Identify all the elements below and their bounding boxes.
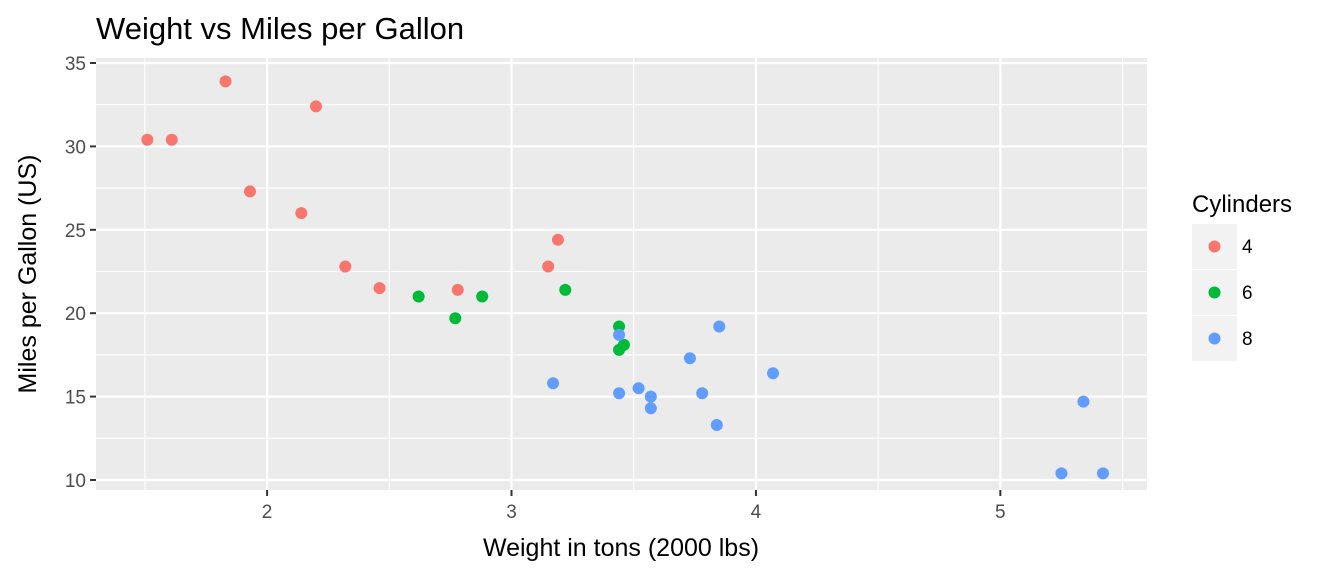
x-tick-label: 2 — [262, 502, 273, 523]
y-tick-label: 15 — [65, 388, 86, 409]
data-point-cyl-8 — [767, 367, 780, 380]
data-point-cyl-4 — [295, 207, 308, 220]
legend-key-swatch — [1208, 240, 1221, 253]
data-point-cyl-6 — [559, 283, 572, 296]
legend-label: 6 — [1242, 283, 1253, 304]
data-point-cyl-6 — [617, 338, 630, 351]
legend: Cylinders 4 6 8 — [1192, 191, 1292, 361]
y-axis-title: Miles per Gallon (US) — [14, 155, 42, 394]
data-point-cyl-8 — [644, 390, 657, 403]
data-point-cyl-4 — [373, 282, 386, 295]
data-point-cyl-6 — [476, 290, 489, 303]
x-tick-label: 3 — [506, 502, 517, 523]
y-tick-label: 25 — [65, 221, 86, 242]
data-point-cyl-8 — [713, 320, 726, 333]
data-point-cyl-8 — [1077, 395, 1090, 408]
legend-key-swatch — [1208, 286, 1221, 299]
legend-items: 4 6 8 — [1192, 224, 1253, 361]
data-point-cyl-8 — [613, 387, 626, 400]
data-point-cyl-4 — [219, 75, 232, 88]
data-point-cyl-4 — [542, 260, 555, 273]
data-point-cyl-8 — [1097, 467, 1110, 480]
data-point-cyl-8 — [644, 402, 657, 415]
legend-title: Cylinders — [1192, 191, 1292, 218]
data-point-cyl-4 — [309, 100, 322, 113]
x-axis: 2 3 4 5 — [262, 490, 1006, 523]
y-tick-label: 30 — [65, 137, 86, 158]
legend-label: 8 — [1242, 329, 1253, 350]
data-point-cyl-8 — [1055, 467, 1068, 480]
data-point-cyl-8 — [613, 328, 626, 341]
data-point-cyl-4 — [243, 185, 256, 198]
y-axis: 10 15 20 25 30 35 — [65, 54, 96, 492]
data-point-cyl-8 — [683, 352, 696, 365]
data-point-cyl-4 — [339, 260, 352, 273]
data-point-cyl-6 — [412, 290, 425, 303]
data-point-cyl-4 — [551, 233, 564, 246]
legend-label: 4 — [1242, 237, 1253, 258]
y-tick-label: 35 — [65, 54, 86, 75]
x-tick-label: 4 — [751, 502, 762, 523]
legend-key-swatch — [1208, 332, 1221, 345]
chart-title: Weight vs Miles per Gallon — [96, 11, 464, 46]
data-points — [141, 75, 1110, 480]
x-axis-title: Weight in tons (2000 lbs) — [483, 534, 759, 562]
grid-major — [96, 58, 1147, 490]
data-point-cyl-8 — [710, 418, 723, 431]
y-tick-label: 10 — [65, 471, 86, 492]
plot-panel — [96, 58, 1147, 490]
data-point-cyl-6 — [613, 320, 626, 333]
y-tick-label: 20 — [65, 304, 86, 325]
data-point-cyl-4 — [165, 133, 178, 146]
data-point-cyl-6 — [449, 312, 462, 325]
data-point-cyl-4 — [451, 283, 464, 296]
data-point-cyl-8 — [696, 387, 709, 400]
data-point-cyl-8 — [547, 377, 560, 390]
data-point-cyl-8 — [632, 382, 645, 395]
x-tick-label: 5 — [995, 502, 1006, 523]
data-point-cyl-4 — [141, 133, 154, 146]
